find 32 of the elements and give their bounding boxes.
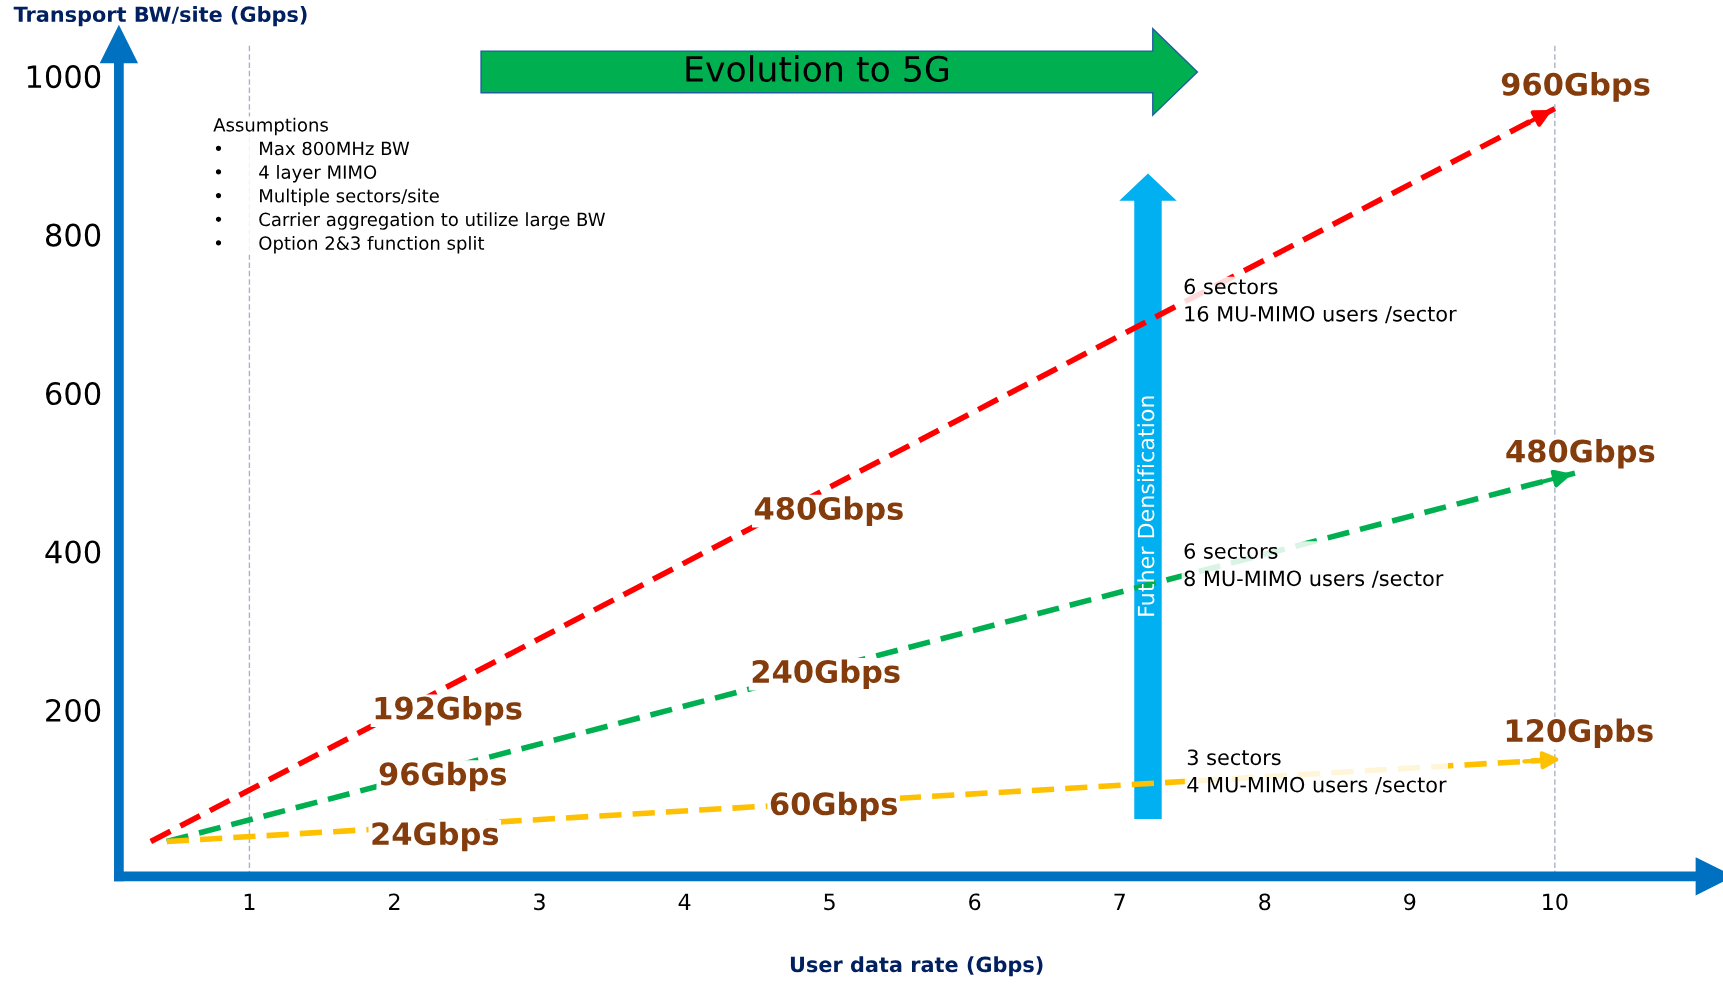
x-tick-label: 1 [244,893,255,910]
x-tick-label: 9 [1404,893,1416,911]
annotation: 120Gpbs [1506,718,1653,749]
y-axis-title: Transport BW/site (Gbps) [13,6,307,27]
x-tick-label: 3 [534,893,545,911]
y-tick-label: 1000 [27,65,101,89]
x-tick-label: 4 [678,893,691,910]
annotation: 960Gbps [1501,72,1650,102]
x-tick-label: 7 [1114,893,1125,910]
annotation: 480Gbps [754,496,903,526]
annotation: Futher Densification [1137,396,1155,616]
x-tick-label: 10 [1543,893,1568,911]
x-tick-label: 6 [969,893,981,911]
annotation: 6 sectors 16 MU-MIMO users /sector [1184,278,1457,324]
x-axis-title: User data rate (Gbps) [790,956,1043,977]
annotation: 192Gbps [375,696,522,726]
annotation: 3 sectors 4 MU-MIMO users /sector [1187,749,1447,795]
annotation: 480Gbps [1506,438,1655,469]
annotation: Evolution to 5G [686,55,948,82]
annotation: 240Gbps [752,659,900,689]
annotation: Assumptions • Max 800MHz BW • 4 layer MIMO • Multiple sectors/site • Carrier aggregation to utilize large BW • Option 2&3 function split [213,117,605,254]
y-tick-label: 600 [46,381,101,406]
annotation: 24Gbps [372,821,499,852]
x-tick-label: 2 [389,893,400,910]
y-tick-label: 400 [45,540,101,564]
annotation: 96Gbps [379,761,507,792]
x-tick-label: 5 [824,893,835,911]
y-tick-label: 800 [45,223,101,247]
annotation: 6 sectors 8 MU-MIMO users /sector [1184,543,1444,588]
annotation: 60Gbps [770,791,897,822]
y-tick-label: 200 [46,698,101,723]
x-tick-label: 8 [1259,893,1271,911]
